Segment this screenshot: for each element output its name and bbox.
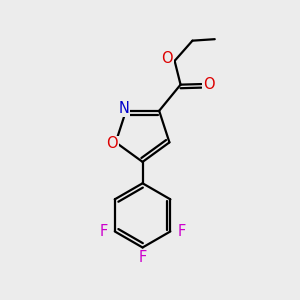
Text: F: F bbox=[178, 224, 186, 239]
Text: F: F bbox=[99, 224, 108, 239]
Text: O: O bbox=[203, 76, 214, 92]
Text: O: O bbox=[161, 51, 173, 66]
Text: O: O bbox=[106, 136, 118, 152]
Text: N: N bbox=[118, 101, 129, 116]
Text: F: F bbox=[138, 250, 147, 266]
